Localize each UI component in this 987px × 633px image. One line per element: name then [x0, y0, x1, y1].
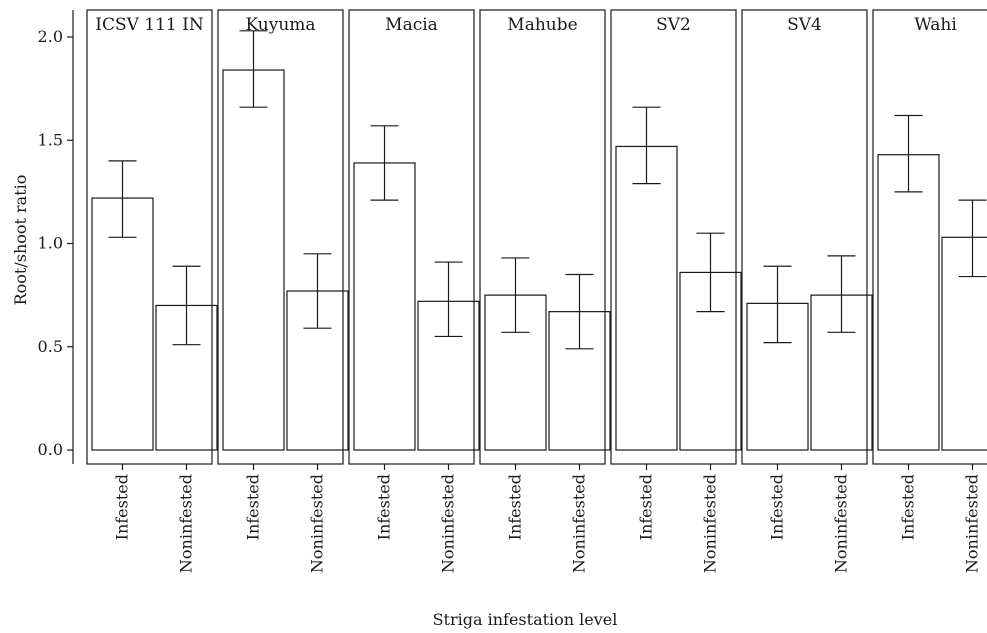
panel-sv2: SV2 Infested Noninfested — [610, 9, 742, 573]
panel-frame — [217, 9, 344, 465]
x-tick-label: Infested — [899, 474, 918, 540]
panel-frame — [479, 9, 606, 465]
y-axis-title: Root/shoot ratio — [11, 175, 30, 306]
panel-macia: Macia Infested Noninfested — [348, 9, 480, 573]
x-tick-label: Infested — [375, 474, 394, 540]
panels: ICSV 111 IN Infested Noninfested Kuyuma Infe… — [86, 9, 987, 573]
x-axis-title: Striga infestation level — [433, 610, 618, 629]
bar — [810, 294, 873, 451]
panel-icsv-111-in: ICSV 111 IN Infested Noninfested — [86, 9, 218, 573]
panel-frame — [741, 9, 868, 465]
bar — [877, 154, 940, 451]
y-tick-label: 1.5 — [38, 130, 63, 149]
x-tick-label: Infested — [637, 474, 656, 540]
x-tick-label: Noninfested — [439, 474, 458, 573]
panel-title: Macia — [385, 15, 438, 35]
panel-frame — [86, 9, 213, 465]
x-tick-label: Noninfested — [308, 474, 327, 573]
x-tick-label: Infested — [768, 474, 787, 540]
x-tick-label: Infested — [244, 474, 263, 540]
bar — [91, 197, 154, 451]
x-tick-label: Noninfested — [963, 474, 982, 573]
x-tick-label: Noninfested — [701, 474, 720, 573]
panel-wahi: Wahi Infested Noninfested — [872, 9, 987, 573]
y-tick-label: 1.0 — [38, 234, 63, 253]
panel-title: SV2 — [656, 15, 691, 35]
panel-title: Kuyuma — [245, 15, 315, 35]
x-tick-label: Infested — [113, 474, 132, 540]
x-tick-label: Noninfested — [177, 474, 196, 573]
panel-kuyuma: Kuyuma Infested Noninfested — [217, 9, 349, 573]
panel-title: Wahi — [914, 15, 957, 35]
bar — [615, 145, 678, 451]
panel-sv4: SV4 Infested Noninfested — [741, 9, 873, 573]
x-tick-label: Infested — [506, 474, 525, 540]
panel-mahube: Mahube Infested Noninfested — [479, 9, 611, 573]
panel-frame — [348, 9, 475, 465]
panel-title: Mahube — [507, 15, 577, 35]
y-axis: 0.0 0.5 1.0 1.5 2.0 — [38, 10, 74, 464]
panel-frame — [872, 9, 987, 465]
y-tick-label: 0.5 — [38, 337, 63, 356]
panel-title: ICSV 111 IN — [95, 15, 204, 35]
bar — [353, 162, 416, 451]
panel-frame — [610, 9, 737, 465]
y-tick-label: 0.0 — [38, 440, 63, 459]
x-tick-label: Noninfested — [832, 474, 851, 573]
bar — [941, 236, 987, 451]
panel-title: SV4 — [787, 15, 822, 35]
x-tick-label: Noninfested — [570, 474, 589, 573]
y-tick-label: 2.0 — [38, 27, 63, 46]
bar — [222, 69, 285, 451]
